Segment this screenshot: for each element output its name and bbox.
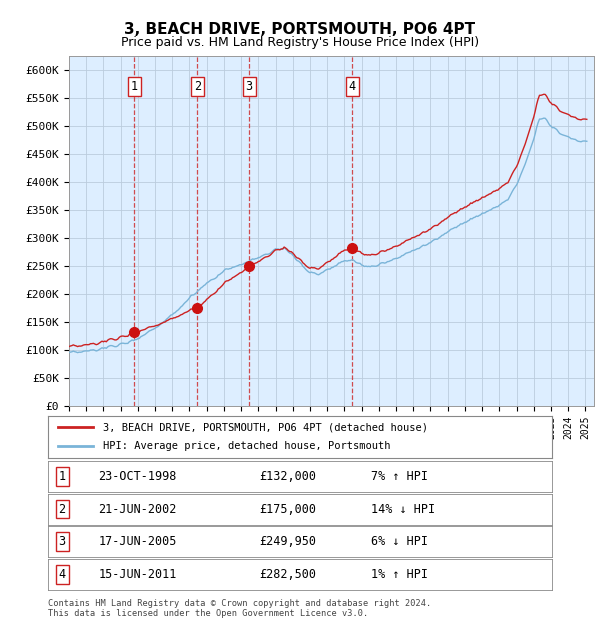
Text: 21-JUN-2002: 21-JUN-2002: [98, 503, 177, 515]
Text: 7% ↑ HPI: 7% ↑ HPI: [371, 470, 428, 482]
Text: 14% ↓ HPI: 14% ↓ HPI: [371, 503, 434, 515]
Text: £132,000: £132,000: [260, 470, 317, 482]
Text: 23-OCT-1998: 23-OCT-1998: [98, 470, 177, 482]
Text: Price paid vs. HM Land Registry's House Price Index (HPI): Price paid vs. HM Land Registry's House …: [121, 36, 479, 49]
Text: 4: 4: [349, 80, 356, 93]
Text: 17-JUN-2005: 17-JUN-2005: [98, 536, 177, 548]
Text: £249,950: £249,950: [260, 536, 317, 548]
Text: Contains HM Land Registry data © Crown copyright and database right 2024.
This d: Contains HM Land Registry data © Crown c…: [48, 599, 431, 618]
Text: 15-JUN-2011: 15-JUN-2011: [98, 569, 177, 581]
Text: 2: 2: [194, 80, 201, 93]
Text: 3, BEACH DRIVE, PORTSMOUTH, PO6 4PT (detached house): 3, BEACH DRIVE, PORTSMOUTH, PO6 4PT (det…: [103, 422, 428, 432]
Text: 1% ↑ HPI: 1% ↑ HPI: [371, 569, 428, 581]
Text: 3: 3: [245, 80, 253, 93]
Text: £282,500: £282,500: [260, 569, 317, 581]
Text: 2: 2: [59, 503, 65, 515]
Text: £175,000: £175,000: [260, 503, 317, 515]
Text: 3: 3: [59, 536, 65, 548]
Text: 4: 4: [59, 569, 65, 581]
Text: 1: 1: [131, 80, 138, 93]
Text: 3, BEACH DRIVE, PORTSMOUTH, PO6 4PT: 3, BEACH DRIVE, PORTSMOUTH, PO6 4PT: [124, 22, 476, 37]
Text: HPI: Average price, detached house, Portsmouth: HPI: Average price, detached house, Port…: [103, 441, 391, 451]
Text: 1: 1: [59, 470, 65, 482]
Text: 6% ↓ HPI: 6% ↓ HPI: [371, 536, 428, 548]
